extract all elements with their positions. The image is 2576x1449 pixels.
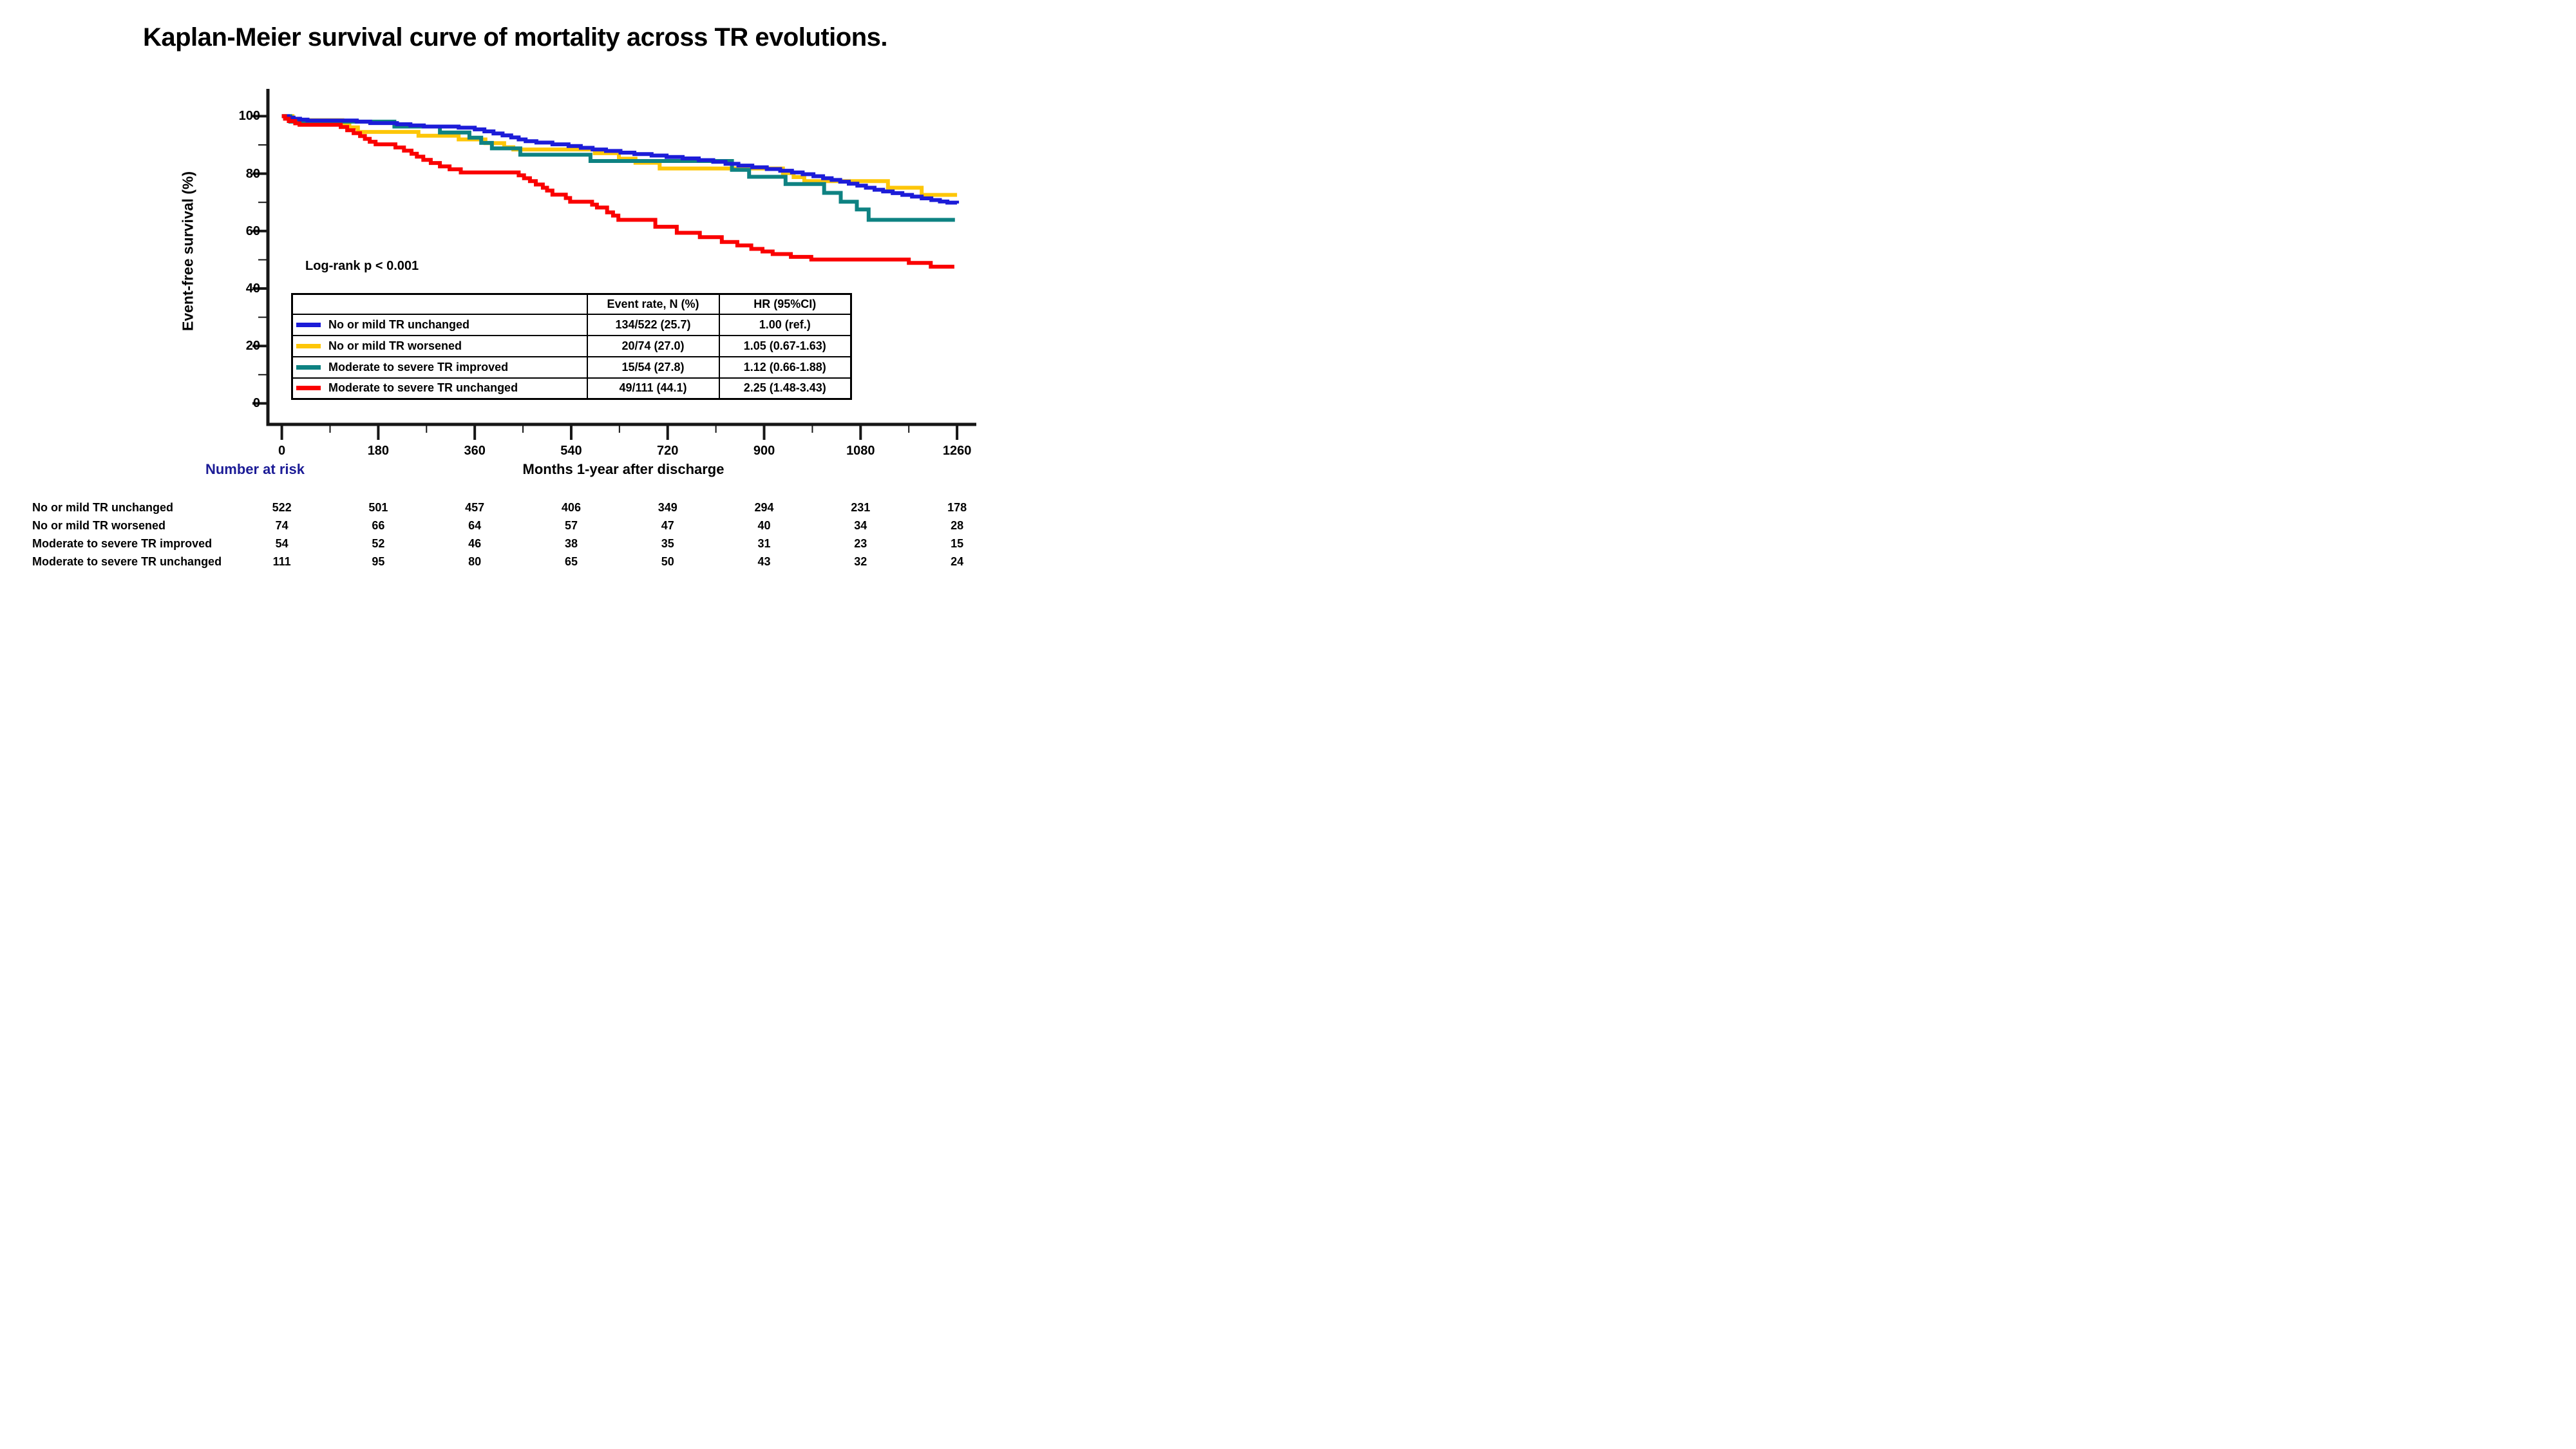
risk-count: 178: [947, 501, 967, 514]
legend-row: Moderate to severe TR unchanged 49/111 (4…: [291, 377, 852, 400]
x-tick-label-900: 900: [753, 444, 775, 458]
x-tick-label-540: 540: [560, 444, 582, 458]
y-tick-label-100: 100: [238, 109, 260, 124]
risk-row-label: Moderate to severe TR unchanged: [32, 555, 222, 568]
legend-line-swatch: [296, 365, 321, 370]
legend-event-rate: 134/522 (25.7): [586, 313, 720, 336]
legend-line-swatch: [296, 322, 321, 327]
risk-count: 31: [757, 537, 771, 550]
risk-count: 501: [368, 501, 388, 514]
x-tick-label-1080: 1080: [846, 444, 875, 458]
legend-header-row: Event rate, N (%) HR (95%CI): [291, 293, 852, 315]
risk-count: 66: [372, 519, 385, 532]
risk-count: 52: [372, 537, 385, 550]
legend-hr: 1.00 (ref.): [718, 313, 852, 336]
legend-hr: 1.05 (0.67-1.63): [718, 334, 852, 357]
curve-no-or-mild-tr-worsened: [281, 114, 958, 197]
y-axis-title: Event-free survival (%): [179, 171, 196, 331]
risk-count: 231: [851, 501, 871, 514]
risk-row-label: Moderate to severe TR improved: [32, 537, 213, 550]
x-tick-label-360: 360: [464, 444, 486, 458]
curve-no-or-mild-tr-unchanged: [281, 114, 960, 205]
risk-count: 32: [854, 555, 867, 568]
legend-label: No or mild TR unchanged: [328, 317, 469, 331]
legend-line-swatch: [296, 343, 321, 348]
risk-count: 95: [372, 555, 385, 568]
risk-count: 15: [951, 537, 964, 550]
risk-count: 38: [564, 537, 578, 550]
x-tick-label-180: 180: [367, 444, 390, 458]
legend-label-cell: No or mild TR worsened: [291, 334, 588, 357]
risk-count: 54: [275, 537, 289, 550]
legend-label-cell: No or mild TR unchanged: [291, 313, 588, 336]
risk-count: 43: [757, 555, 771, 568]
y-tick-label-80: 80: [245, 166, 260, 181]
risk-count: 40: [757, 519, 771, 532]
page-title: Kaplan-Meier survival curve of mortality…: [142, 23, 888, 52]
risk-count: 46: [468, 537, 482, 550]
risk-count: 80: [468, 555, 482, 568]
legend-header-blank: [291, 293, 588, 315]
risk-count: 57: [564, 519, 578, 532]
risk-count: 28: [951, 519, 964, 532]
legend-row: Moderate to severe TR improved 15/54 (27.…: [291, 355, 852, 379]
legend-hr: 1.12 (0.66-1.88): [718, 355, 852, 379]
risk-count: 64: [468, 519, 482, 532]
risk-count: 50: [661, 555, 674, 568]
risk-count: 294: [754, 501, 774, 514]
y-tick-label-0: 0: [252, 396, 260, 411]
curve-moderate-to-severe-tr-unchanged: [281, 114, 954, 269]
legend-label: Moderate to severe TR improved: [328, 360, 509, 374]
legend-label-cell: Moderate to severe TR improved: [291, 355, 588, 379]
legend-table: Event rate, N (%) HR (95%CI) No or mild …: [291, 293, 852, 400]
x-tick-label-720: 720: [657, 444, 679, 458]
risk-count: 522: [272, 501, 292, 514]
legend-header-hr: HR (95%CI): [718, 293, 852, 315]
risk-count: 111: [272, 555, 291, 568]
legend-hr: 2.25 (1.48-3.43): [718, 377, 852, 400]
risk-count: 74: [275, 519, 289, 532]
legend-row: No or mild TR unchanged 134/522 (25.7) 1.0…: [291, 313, 852, 336]
risk-count: 457: [465, 501, 485, 514]
y-tick-label-40: 40: [245, 281, 260, 296]
legend-event-rate: 15/54 (27.8): [586, 355, 720, 379]
risk-row-label: No or mild TR worsened: [32, 519, 166, 532]
risk-count: 35: [661, 537, 674, 550]
legend-event-rate: 49/111 (44.1): [586, 377, 720, 400]
log-rank-annotation: Log-rank p < 0.001: [305, 259, 419, 273]
legend-label-cell: Moderate to severe TR unchanged: [291, 377, 588, 400]
y-tick-label-60: 60: [245, 223, 260, 238]
legend-header-event-rate: Event rate, N (%): [586, 293, 720, 315]
risk-count: 24: [951, 555, 964, 568]
km-figure: Kaplan-Meier survival curve of mortality…: [0, 0, 1030, 580]
risk-count: 406: [561, 501, 581, 514]
x-tick-label-0: 0: [278, 444, 286, 458]
legend-line-swatch: [296, 386, 321, 391]
legend-row: No or mild TR worsened 20/74 (27.0) 1.05 (…: [291, 334, 852, 357]
risk-count: 47: [661, 519, 674, 532]
legend-label: Moderate to severe TR unchanged: [328, 381, 518, 395]
risk-count: 34: [854, 519, 867, 532]
x-tick-label-1260: 1260: [942, 444, 972, 458]
legend-table-wrap: Event rate, N (%) HR (95%CI) No or mild …: [291, 293, 852, 400]
km-plot-canvas: [252, 89, 976, 440]
legend-label: No or mild TR worsened: [328, 339, 462, 352]
y-tick-label-20: 20: [245, 339, 260, 354]
x-axis-title: Months 1-year after discharge: [522, 461, 724, 477]
risk-count: 349: [658, 501, 677, 514]
risk-count: 65: [564, 555, 578, 568]
risk-row-label: No or mild TR unchanged: [32, 501, 173, 514]
legend-event-rate: 20/74 (27.0): [586, 334, 720, 357]
risk-count: 23: [854, 537, 867, 550]
number-at-risk-heading: Number at risk: [205, 461, 305, 477]
